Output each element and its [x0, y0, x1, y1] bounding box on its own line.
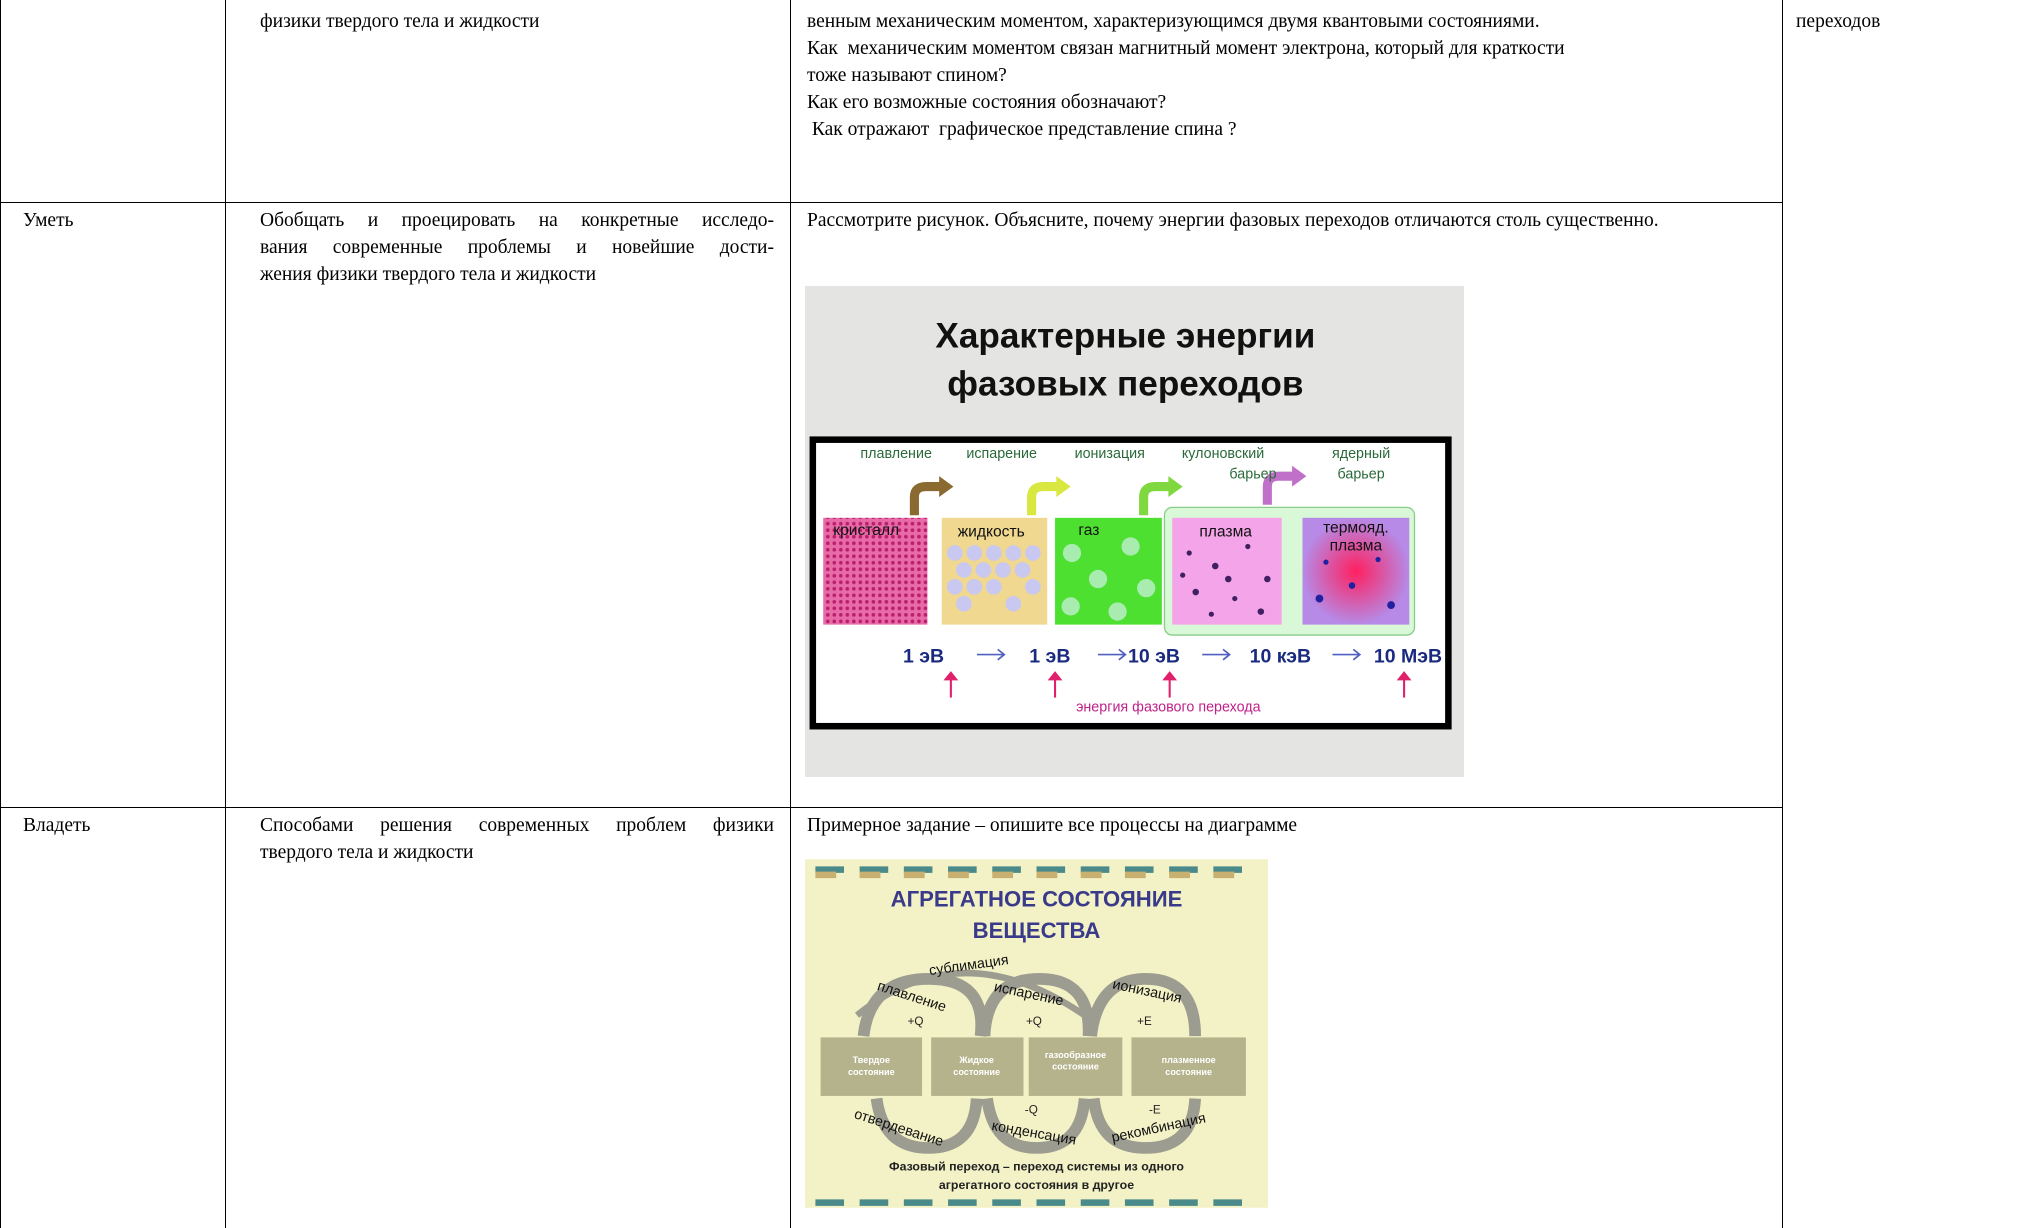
topic-cell: Способами решения современных проблем фи… — [260, 812, 774, 866]
heat-label: +Q — [1026, 1015, 1042, 1028]
process-label: испарение — [966, 446, 1037, 462]
process-label: ядерный — [1332, 446, 1390, 462]
process-label: ионизация — [1075, 446, 1145, 462]
state-label: состояние — [848, 1067, 895, 1077]
text: Уметь — [23, 210, 74, 231]
text: Примерное задание – опишите все процессы… — [807, 815, 1298, 836]
text: переходов — [1796, 11, 1881, 32]
state-label: жидкость — [958, 523, 1025, 540]
text-line: Как механическим моментом связан магнитн… — [807, 38, 1565, 59]
state-label: кристалл — [833, 522, 899, 539]
footer: Фазовый переход – переход системы из одн… — [889, 1160, 1184, 1174]
border — [0, 807, 1782, 808]
footer: агрегатного состояния в другое — [939, 1178, 1134, 1192]
state-label: Жидкое — [958, 1055, 994, 1065]
caption: энергия фазового перехода — [1076, 700, 1261, 716]
border — [1782, 0, 1783, 1228]
figure-title: ВЕЩЕСТВА — [973, 918, 1101, 943]
text-line: Способами решения современных проблем фи… — [260, 815, 774, 836]
process-label: барьер — [1229, 467, 1276, 483]
state-label: состояние — [953, 1067, 1000, 1077]
topic-cell: физики твердого тела и жидкости — [260, 8, 780, 35]
heat-label: +E — [1137, 1015, 1152, 1028]
topic-cell: Обобщать и проецировать на конкретные ис… — [260, 207, 774, 288]
energy-label: 10 кэВ — [1250, 645, 1312, 667]
task-cell: венным механическим моментом, характериз… — [807, 8, 1767, 143]
border — [225, 0, 226, 1228]
text: Рассмотрите рисунок. Объясните, почему э… — [807, 210, 1659, 231]
heat-label: -E — [1149, 1103, 1161, 1116]
energy-label: 10 МэВ — [1374, 645, 1442, 667]
energy-label: 1 эВ — [903, 645, 944, 667]
heat-label: -Q — [1025, 1103, 1038, 1116]
state-label: плазменное — [1162, 1055, 1216, 1065]
border — [790, 0, 791, 1228]
note-cell: переходов — [1796, 8, 1880, 35]
task-cell: Примерное задание – опишите все процессы… — [807, 812, 1767, 839]
figure-title: АГРЕГАТНОЕ СОСТОЯНИЕ — [891, 887, 1183, 912]
decoration — [805, 859, 1268, 1208]
energy-label: 1 эВ — [1029, 645, 1070, 667]
text-line: Как его возможные состояния обозначают? — [807, 92, 1167, 113]
figure-title: фазовых переходов — [947, 365, 1303, 404]
text: физики твердого тела и жидкости — [260, 11, 540, 32]
task-cell: Рассмотрите рисунок. Объясните, почему э… — [807, 207, 1767, 234]
level-cell: Уметь — [23, 207, 74, 234]
text-line: жения физики твердого тела и жидкости — [260, 264, 597, 285]
process-label: барьер — [1338, 467, 1385, 483]
level-cell: Владеть — [23, 812, 90, 839]
state-label: термояд. — [1323, 519, 1389, 536]
phase-energy-figure: Характерные энергии фазовых переходов пл… — [805, 286, 1464, 777]
state-label: Твердое — [853, 1055, 890, 1065]
heat-label: +Q — [908, 1015, 924, 1028]
state-label: газ — [1078, 522, 1099, 539]
text-line: венным механическим моментом, характериз… — [807, 11, 1540, 32]
text-line: твердого тела и жидкости — [260, 842, 474, 863]
energy-label: 10 эВ — [1128, 645, 1180, 667]
state-label: состояние — [1052, 1062, 1099, 1072]
text-line: вания современные проблемы и новейшие до… — [260, 237, 774, 258]
text-line: тоже называют спином? — [807, 65, 1007, 86]
figure-title: Характерные энергии — [935, 316, 1315, 355]
state-label: плазма — [1330, 538, 1383, 555]
text-line: Как отражают графическое представление с… — [807, 119, 1237, 140]
text-line: Обобщать и проецировать на конкретные ис… — [260, 210, 774, 231]
state-label: плазма — [1199, 523, 1252, 540]
aggregate-state-figure: АГРЕГАТНОЕ СОСТОЯНИЕ ВЕЩЕСТВА Твердое со… — [805, 859, 1268, 1208]
process-label: плавление — [860, 446, 932, 462]
process-label: кулоновский — [1182, 446, 1264, 462]
border — [0, 0, 1, 1228]
state-label: состояние — [1165, 1067, 1212, 1077]
text: Владеть — [23, 815, 91, 836]
border — [0, 202, 1782, 203]
state-label: газообразное — [1045, 1050, 1106, 1060]
decoration — [805, 286, 1464, 777]
